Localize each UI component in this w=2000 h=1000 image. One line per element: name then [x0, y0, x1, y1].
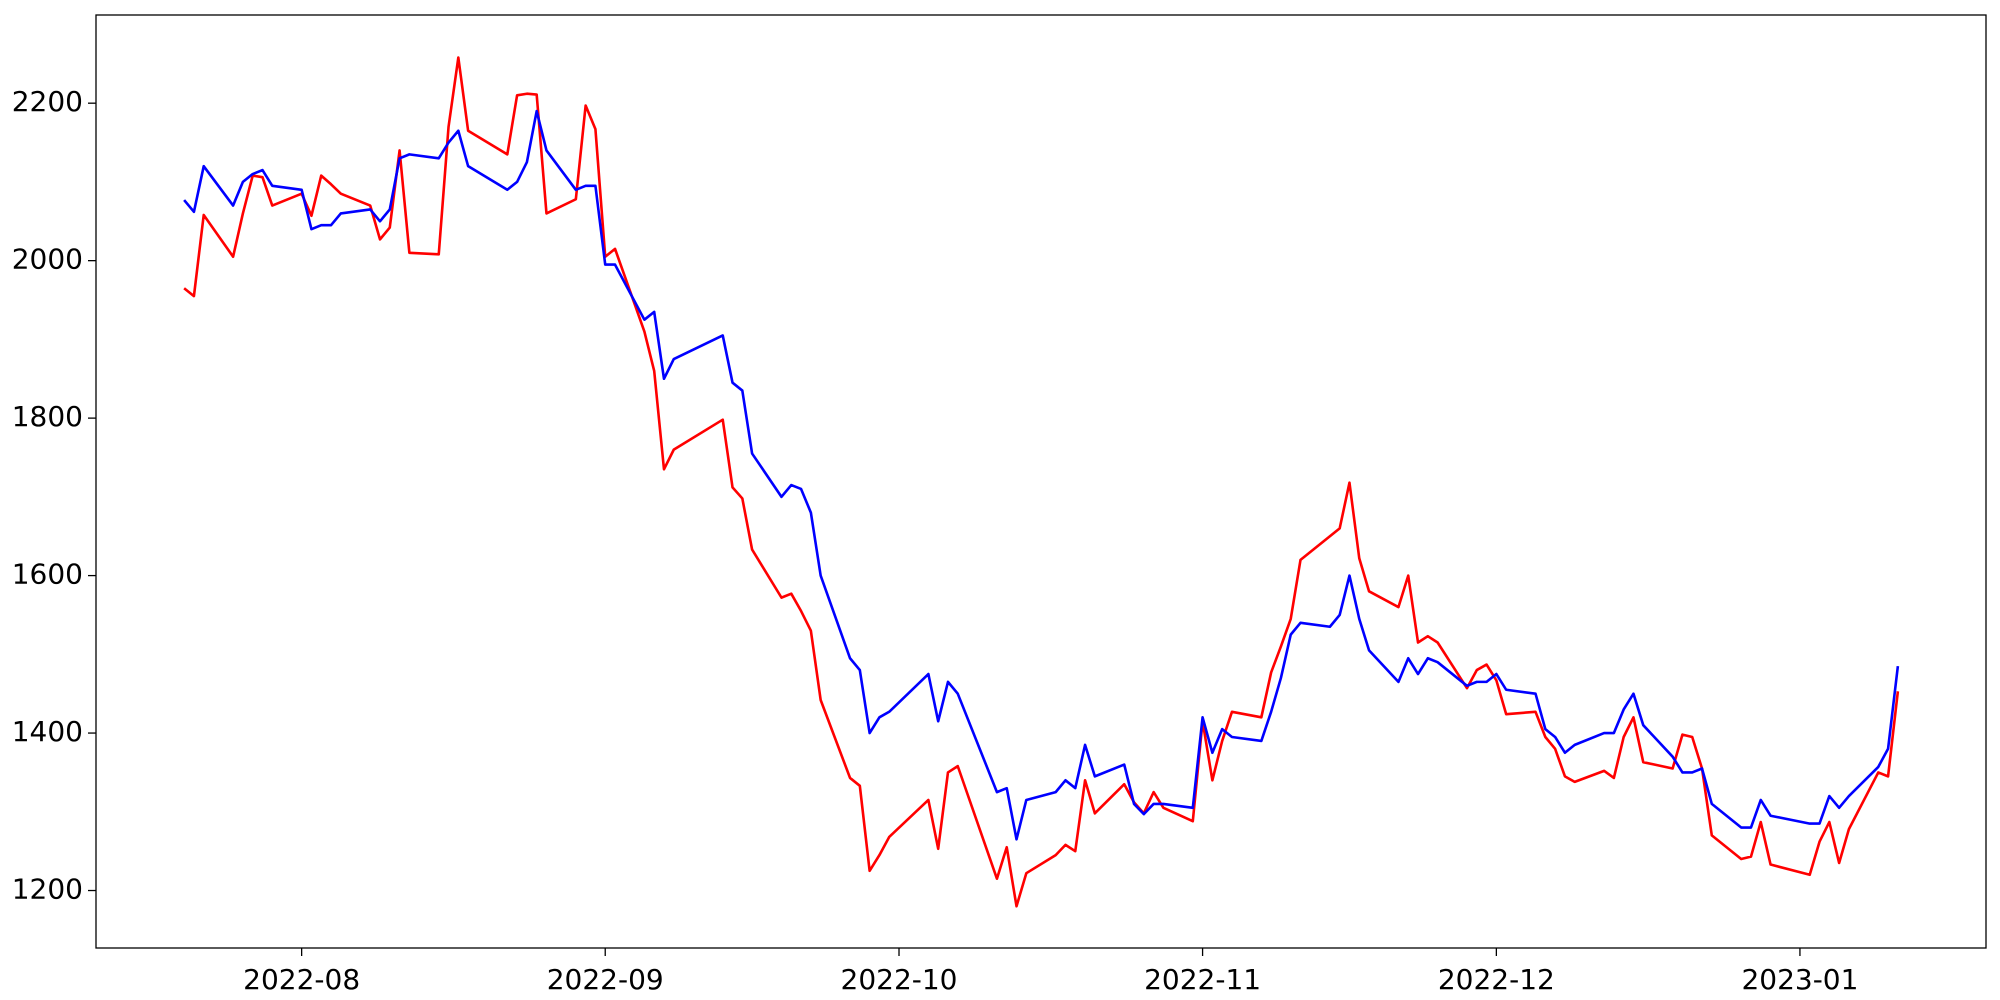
x-tick-label: 2022-08 — [243, 963, 360, 996]
x-tick-label: 2022-10 — [841, 963, 958, 996]
x-tick-label: 2022-09 — [547, 963, 664, 996]
y-tick-label: 1600 — [12, 558, 83, 591]
series-line — [183, 56, 1900, 908]
y-tick-label: 2200 — [12, 85, 83, 118]
y-tick-label: 2000 — [12, 243, 83, 276]
x-tick-label: 2022-11 — [1144, 963, 1261, 996]
y-tick-label: 1400 — [12, 715, 83, 748]
x-tick-label: 2023-01 — [1741, 963, 1858, 996]
y-tick-label: 1800 — [12, 400, 83, 433]
y-tick-label: 1200 — [12, 873, 83, 906]
series-line — [183, 109, 1900, 841]
plot-frame — [95, 14, 1987, 949]
x-tick-label: 2022-12 — [1438, 963, 1555, 996]
